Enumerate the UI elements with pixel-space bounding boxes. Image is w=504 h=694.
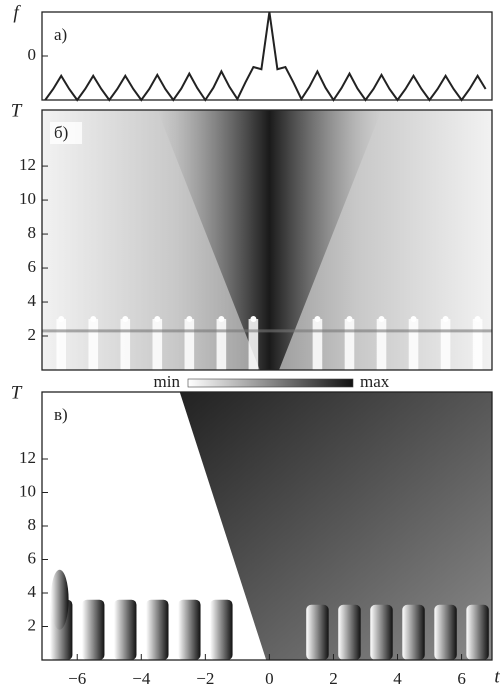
panel-label-bg (50, 404, 82, 426)
x-tick-label: −2 (196, 669, 214, 688)
heatmap-spot (474, 316, 481, 323)
x-tick-label: 4 (393, 669, 402, 688)
heatmap-spot (410, 316, 417, 323)
x-tick-label: 2 (329, 669, 338, 688)
heatmap-stripe (146, 599, 169, 660)
heatmap-stripe (248, 319, 259, 370)
panel-label-bg (50, 122, 82, 144)
heatmap-spot (314, 316, 321, 323)
heatmap-stripe (312, 319, 323, 370)
heatmap-stripe (88, 319, 99, 370)
heatmap-stripe (56, 319, 67, 370)
heatmap-stripe (210, 599, 233, 660)
heatmap-blob (50, 569, 69, 630)
heatmap-stripe (178, 599, 201, 660)
heatmap-spot (58, 316, 65, 323)
x-tick-label: 6 (457, 669, 466, 688)
panel-label: a) (54, 25, 67, 44)
heatmap-spot (186, 316, 193, 323)
colorbar (187, 378, 354, 388)
heatmap-stripe (114, 599, 137, 660)
heatmap-spot (122, 316, 129, 323)
heatmap-spot (154, 316, 161, 323)
y-tick-label: 2 (28, 615, 37, 634)
plot-frame (41, 109, 493, 371)
y-tick-label: 6 (28, 257, 37, 276)
y-axis-label: T (11, 382, 23, 403)
heatmap-stripe (440, 319, 451, 370)
heatmap-spot (378, 316, 385, 323)
heatmap-stripe (152, 319, 163, 370)
panel-label: б) (54, 123, 68, 142)
heatmap-stripe (82, 599, 105, 660)
y-axis-label: f (13, 2, 21, 23)
data-line (44, 11, 487, 102)
y-tick-label: 6 (28, 548, 37, 567)
y-tick-label: 0 (28, 45, 37, 64)
heatmap-spot (442, 316, 449, 323)
heatmap-stripe (434, 604, 457, 660)
heatmap-stripe (338, 604, 361, 660)
colorbar-label: min (154, 372, 181, 391)
heatmap-spot (218, 316, 225, 323)
heatmap-stripe (376, 319, 387, 370)
y-tick-label: 10 (19, 481, 36, 500)
heatmap-region (157, 110, 382, 370)
heatmap-stripe (306, 604, 329, 660)
colorbar-label: max (360, 372, 390, 391)
heatmap-spot (346, 316, 353, 323)
heatmap-stripe (344, 319, 355, 370)
x-tick-label: −6 (68, 669, 86, 688)
y-tick-label: 4 (28, 291, 37, 310)
heatmap-stripe (216, 319, 227, 370)
heatmap-stripe (184, 319, 195, 370)
x-tick-label: 0 (265, 669, 274, 688)
heatmap-stripe (408, 319, 419, 370)
heatmap-stripe (120, 319, 131, 370)
heatmap-stripe (370, 604, 393, 660)
y-tick-label: 10 (19, 189, 36, 208)
heatmap-spot (90, 316, 97, 323)
x-tick-label: −4 (132, 669, 151, 688)
heatmap-stripe (402, 604, 425, 660)
y-tick-label: 12 (19, 155, 36, 174)
y-tick-label: 4 (28, 582, 37, 601)
panel-label: в) (54, 405, 68, 424)
heatmap-region (179, 392, 493, 660)
x-axis-label: t (494, 666, 500, 687)
y-tick-label: 8 (28, 515, 37, 534)
y-axis-label: T (11, 100, 23, 121)
heatmap-stripe (466, 604, 489, 660)
y-tick-label: 12 (19, 448, 36, 467)
heatmap-stripe (472, 319, 483, 370)
y-tick-label: 2 (28, 325, 37, 344)
y-tick-label: 8 (28, 223, 37, 242)
heatmap-spot (250, 316, 257, 323)
